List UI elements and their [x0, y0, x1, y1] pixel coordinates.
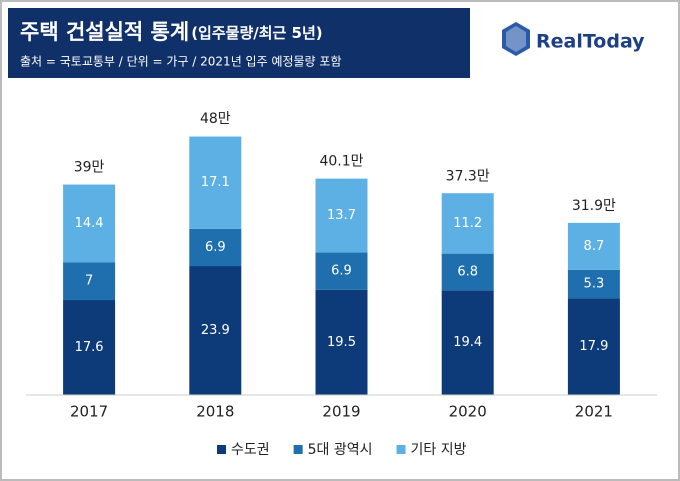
logo: RealToday — [502, 22, 645, 56]
segment-label: 19.4 — [453, 335, 482, 350]
header-band — [8, 8, 470, 78]
total-label: 40.1만 — [319, 154, 363, 170]
title-main: 주택 건설실적 통계 — [20, 20, 189, 44]
segment-label: 19.5 — [327, 335, 356, 350]
bar-segment — [315, 289, 368, 395]
bar-segment — [567, 222, 620, 270]
bar-segment — [441, 193, 494, 254]
logo-icon-inner — [506, 26, 526, 52]
total-label: 31.9만 — [572, 198, 616, 214]
segment-label: 7 — [85, 274, 93, 289]
segment-label: 6.9 — [331, 264, 352, 279]
bar-segment — [63, 184, 116, 263]
x-tick-label: 2017 — [70, 403, 108, 421]
bar-segment — [567, 269, 620, 299]
segment-label: 11.2 — [453, 216, 482, 231]
segment-label: 8.7 — [584, 239, 605, 254]
bar-segment — [189, 228, 242, 267]
legend-swatch — [396, 445, 406, 454]
segment-label: 17.6 — [75, 340, 104, 355]
segment-label: 13.7 — [327, 208, 356, 223]
legend-label: 수도권 — [231, 442, 270, 458]
total-label: 39만 — [74, 160, 105, 176]
title-detail: (입주물량/최근 5년) — [191, 24, 322, 42]
legend-swatch — [293, 445, 303, 454]
x-tick-label: 2019 — [322, 403, 360, 421]
x-tick-label: 2020 — [449, 403, 487, 421]
x-tick-label: 2018 — [196, 403, 234, 421]
segment-label: 17.9 — [579, 339, 608, 354]
segment-label: 6.8 — [457, 264, 478, 279]
legend-label: 기타 지방 — [411, 442, 467, 458]
bar-segment — [441, 290, 494, 395]
bar-segment — [567, 298, 620, 395]
x-tick-label: 2021 — [575, 403, 613, 421]
logo-icon — [502, 22, 530, 56]
legend-swatch — [217, 445, 226, 454]
segment-label: 23.9 — [201, 323, 230, 338]
segment-label: 6.9 — [205, 240, 226, 255]
segment-label: 5.3 — [584, 277, 605, 292]
bar-segment — [441, 253, 494, 291]
brand: RealToday — [536, 31, 645, 53]
bar-segment — [63, 262, 116, 301]
bar-segment — [315, 178, 368, 253]
chart-title: 주택 건설실적 통계 (입주물량/최근 5년) — [20, 20, 323, 44]
bar-segment — [315, 252, 368, 290]
subtitle: 출처 = 국토교통부 / 단위 = 가구 / 2021년 입주 예정물량 포함 — [20, 55, 342, 69]
total-label: 37.3만 — [446, 169, 490, 185]
segment-label: 14.4 — [75, 216, 104, 231]
legend-label: 5대 광역시 — [308, 442, 373, 458]
bar-segment — [189, 136, 242, 229]
total-label: 48만 — [200, 111, 231, 127]
segment-label: 17.1 — [201, 175, 230, 190]
bar-segment — [189, 266, 242, 395]
bar-segment — [63, 300, 116, 395]
